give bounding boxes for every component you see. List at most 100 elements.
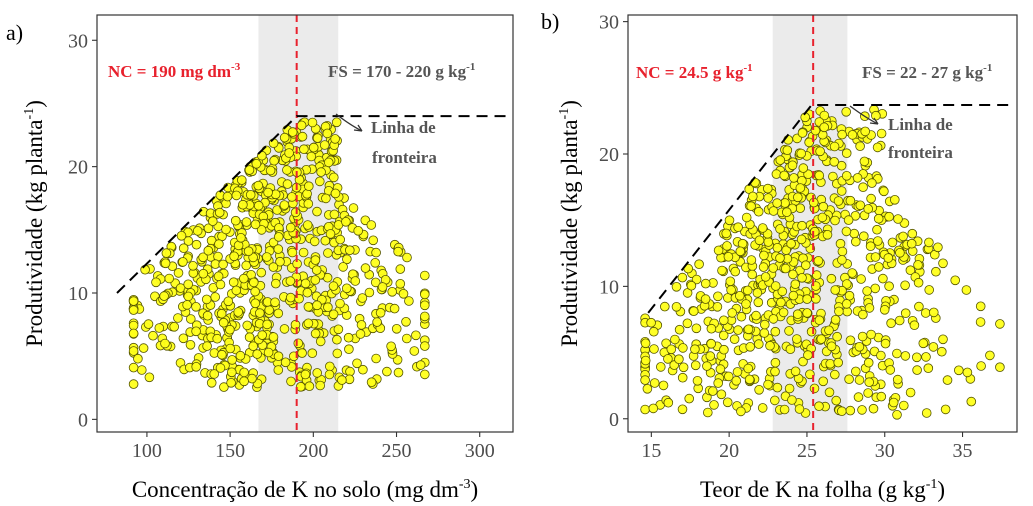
scatter-point: [352, 358, 362, 369]
scatter-point: [870, 283, 880, 294]
scatter-point: [836, 160, 847, 171]
x-tick-label: 30: [875, 440, 895, 462]
scatter-point: [865, 241, 876, 252]
scatter-point: [700, 294, 711, 304]
scatter-point: [716, 389, 727, 400]
scatter-point: [250, 298, 261, 309]
scatter-point: [726, 285, 736, 295]
x-tick-label: 300: [465, 440, 495, 462]
scatter-point: [790, 279, 801, 290]
scatter-point: [239, 273, 249, 284]
scatter-point: [655, 362, 666, 372]
scatter-point: [295, 381, 306, 392]
scatter-point: [837, 255, 847, 265]
scatter-point: [850, 366, 861, 377]
scatter-point: [709, 400, 719, 410]
scatter-point: [787, 160, 798, 171]
scatter-point: [907, 228, 918, 239]
scatter-point: [309, 236, 320, 247]
fs-annotation-sup: -1: [983, 62, 992, 74]
scatter-point: [299, 144, 309, 155]
scatter-point: [338, 262, 348, 272]
scatter-point: [753, 206, 764, 217]
scatter-point: [133, 353, 143, 364]
scatter-point: [920, 308, 931, 318]
scatter-point: [849, 228, 859, 239]
scatter-point: [231, 285, 242, 296]
scatter-point: [663, 354, 673, 364]
scatter-point: [822, 230, 833, 240]
scatter-point: [206, 377, 217, 388]
scatter-point: [263, 347, 274, 358]
scatter-point: [931, 266, 941, 277]
scatter-point: [178, 257, 188, 267]
scatter-point: [747, 191, 758, 202]
scatter-point: [792, 192, 803, 203]
scatter-point: [282, 165, 292, 175]
scatter-point: [841, 299, 852, 309]
scatter-point: [169, 321, 180, 332]
scatter-point: [663, 397, 674, 408]
scatter-point: [700, 278, 711, 289]
scatter-point: [772, 382, 783, 393]
scatter-point: [719, 344, 729, 355]
scatter-point: [330, 134, 340, 144]
y-tick-label: 20: [68, 157, 88, 179]
scatter-point: [880, 338, 891, 349]
scatter-point: [866, 329, 876, 340]
scatter-point: [310, 275, 321, 285]
scatter-point: [724, 215, 735, 226]
scatter-point: [372, 317, 382, 327]
scatter-point: [722, 241, 732, 251]
scatter-point: [936, 346, 947, 357]
scatter-point: [235, 350, 246, 361]
scatter-point: [677, 404, 688, 415]
scatter-point: [759, 250, 769, 261]
scatter-point: [770, 357, 781, 368]
scatter-point: [879, 186, 889, 197]
scatter-point: [893, 214, 903, 224]
scatter-point: [670, 334, 680, 345]
y-tick-label: 0: [609, 409, 619, 431]
scatter-point: [854, 375, 865, 385]
scatter-point: [825, 358, 835, 369]
scatter-point: [868, 403, 879, 414]
scatter-point: [871, 110, 881, 121]
scatter-point: [796, 234, 807, 245]
scatter-point: [905, 387, 916, 398]
scatter-point: [688, 306, 699, 317]
scatter-point: [273, 351, 284, 362]
scatter-point: [151, 277, 161, 288]
scatter-point: [713, 291, 723, 302]
scatter-point: [677, 372, 688, 383]
scatter-point: [293, 338, 304, 349]
scatter-point: [230, 215, 241, 226]
x-tick-label: 200: [298, 440, 328, 462]
scatter-point: [806, 326, 817, 337]
scatter-point: [217, 349, 227, 360]
scatter-point: [856, 274, 866, 284]
scatter-point: [721, 228, 731, 239]
scatter-point: [819, 122, 829, 133]
scatter-point: [393, 246, 403, 257]
scatter-point: [921, 408, 932, 418]
scatter-point: [191, 361, 202, 372]
scatter-point: [666, 344, 677, 355]
scatter-point: [692, 375, 703, 386]
scatter-point: [705, 351, 716, 361]
scatter-point: [786, 238, 796, 249]
x-axis-title-end: ): [937, 477, 945, 502]
scatter-point: [841, 107, 851, 117]
scatter-point: [270, 297, 280, 308]
scatter-point: [389, 303, 400, 314]
scatter-point: [296, 120, 307, 131]
scatter-point: [300, 369, 311, 380]
frontier-line: [116, 115, 510, 294]
scatter-point: [729, 334, 740, 345]
scatter-point: [777, 286, 788, 297]
scatter-point: [895, 248, 905, 258]
scatter-point: [202, 341, 212, 351]
scatter-point: [746, 255, 757, 265]
scatter-point: [884, 211, 894, 222]
scatter-point: [649, 344, 659, 354]
